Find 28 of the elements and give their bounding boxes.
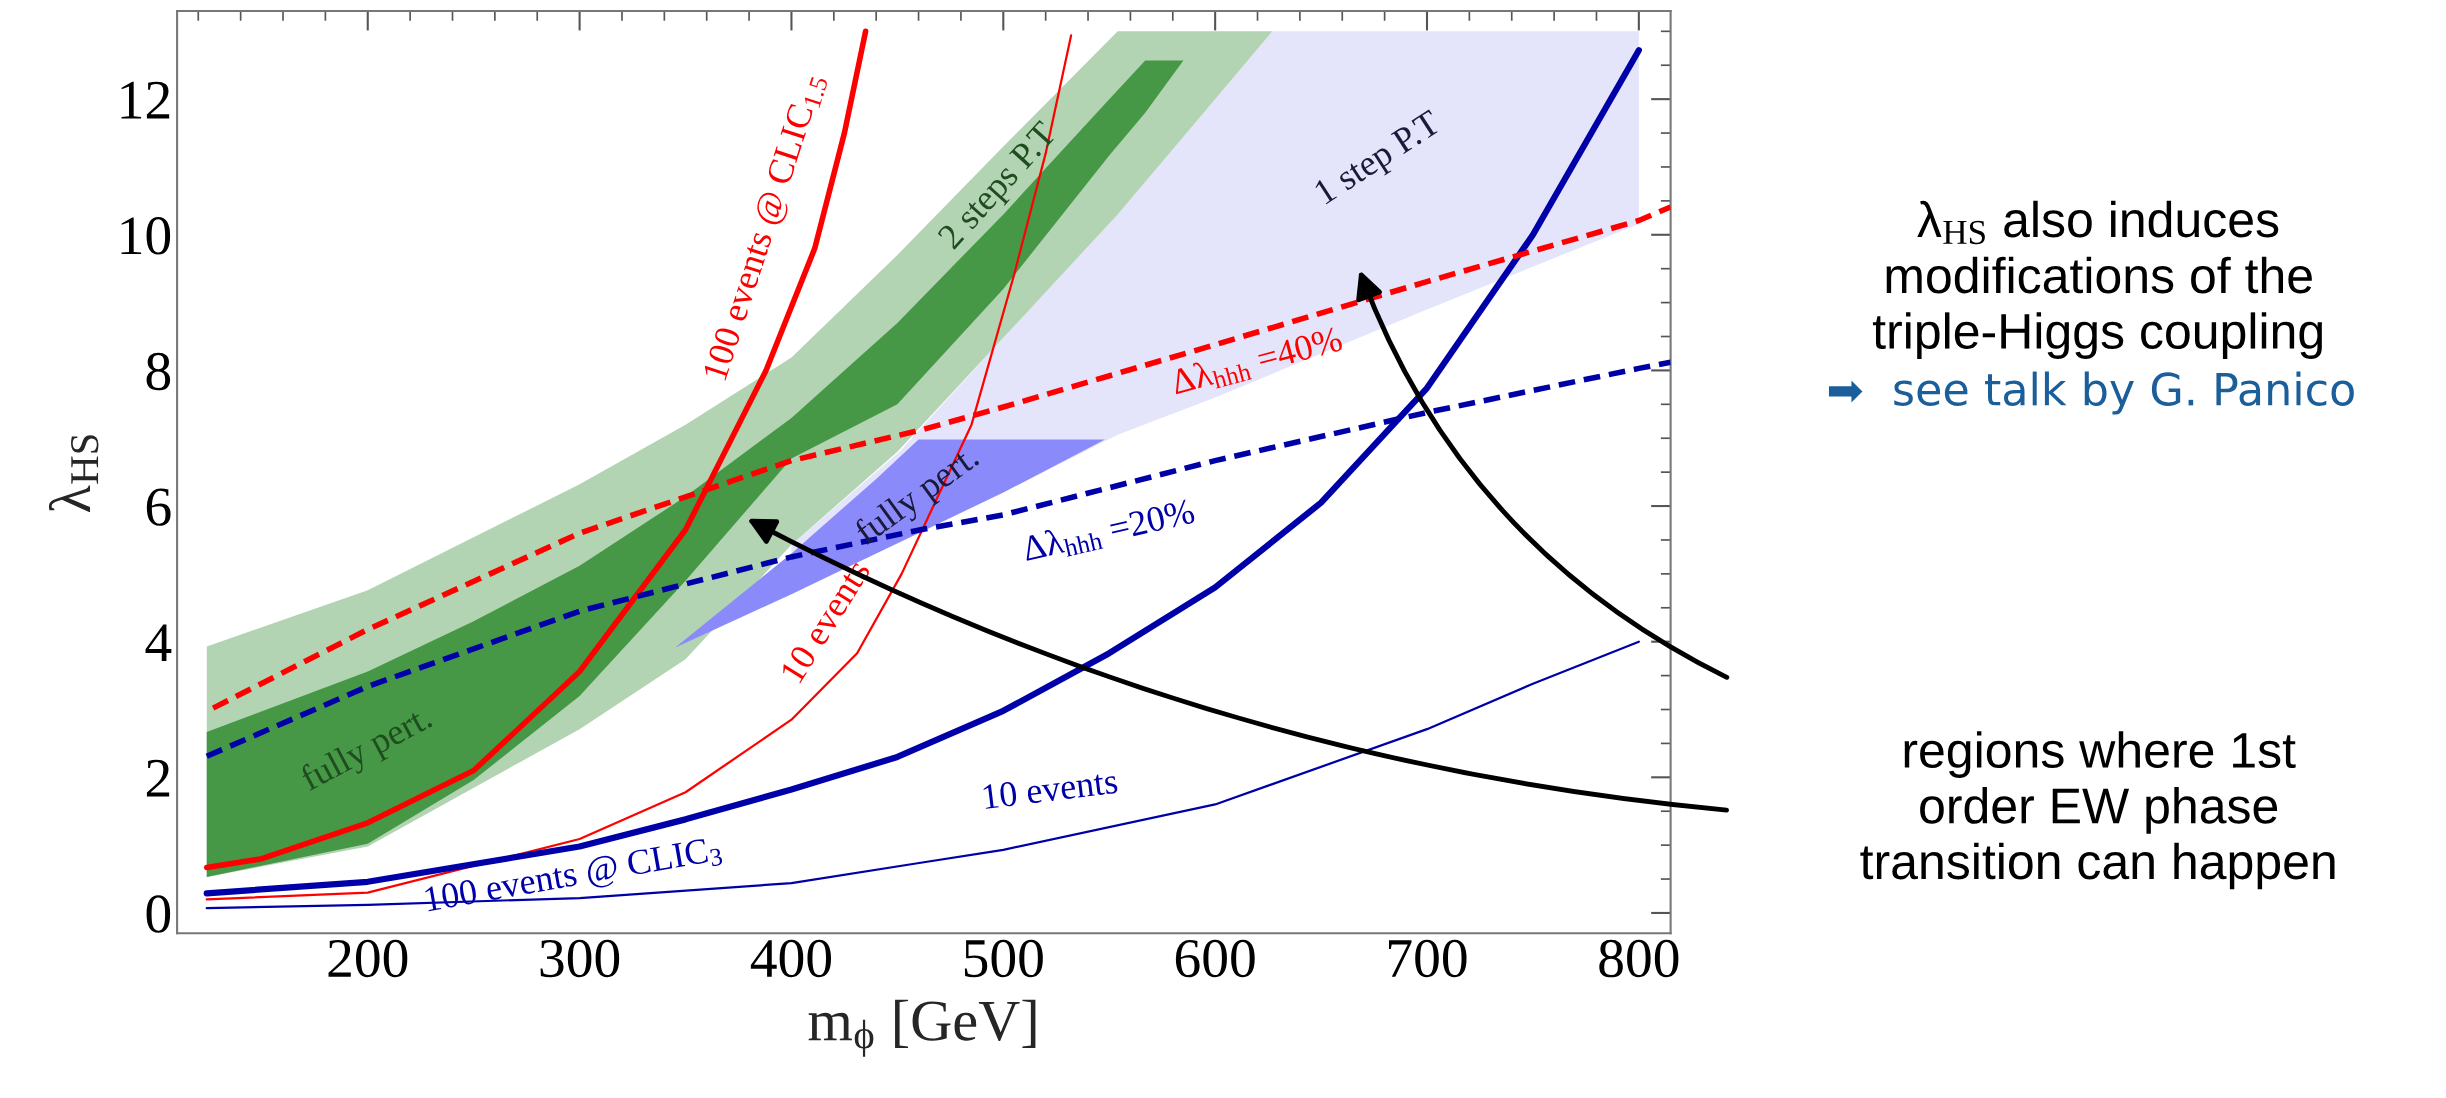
text: 100 events @ CLIC$_{3}$: [424, 835, 724, 918]
annotation: fully pert.: [298, 703, 437, 798]
x-tick-label: 300: [540, 939, 620, 978]
y-tick-label: 8: [146, 352, 171, 391]
x-tick-label: 500: [964, 939, 1043, 978]
annotation: 1 step P.T: [1313, 109, 1446, 211]
text: ➡ see talk by G. Panico: [1828, 371, 2354, 415]
x-tick-label: 600: [1175, 939, 1255, 978]
text: Δλ$_{hhh}$ =40%: [1169, 324, 1345, 399]
y-tick-label: 10: [121, 217, 171, 255]
text: Δλ$_{hhh}$ =20%: [1021, 497, 1197, 566]
text: regions where 1st order EW phase transition can happen: [1860, 731, 2335, 890]
y-tick-label: 2: [146, 759, 170, 797]
x-tick-label: 200: [328, 939, 408, 978]
text: 10 events: [983, 768, 1118, 810]
y-tick-label: 12: [121, 81, 170, 119]
y-tick-label: 4: [145, 624, 172, 661]
annotation: 2 steps P.T: [936, 119, 1063, 255]
y-tick-label: 0: [146, 895, 171, 933]
text: λ$_{HS}$ also induces modifications of the triple-Higgs coupling: [1872, 200, 2322, 359]
x-axis-title: m$_{ϕ}$ [GeV]: [808, 999, 1036, 1057]
y-tick-label: 6: [146, 488, 171, 526]
x-tick-label: 800: [1599, 939, 1679, 978]
x-tick-label: 400: [750, 939, 831, 978]
y-axis-title: λ$_{HS}$: [48, 435, 99, 513]
x-tick-label: 700: [1388, 939, 1467, 978]
annotation: fully pert.: [852, 442, 984, 552]
text: 100 events @ CLIC$_{1.5}$: [702, 71, 830, 383]
